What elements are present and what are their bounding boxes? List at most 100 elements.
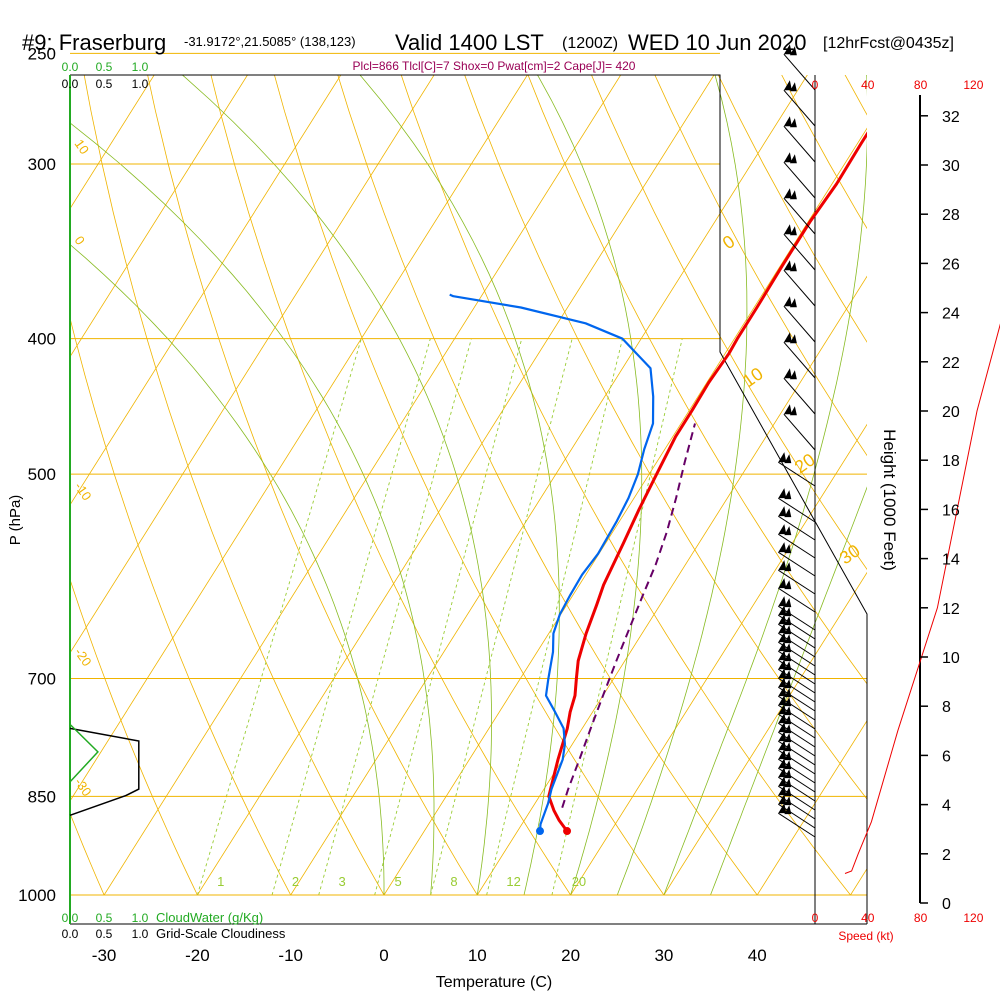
cloudwater-tick-top: 1.0 <box>132 60 149 74</box>
pressure-tick-label: 1000 <box>18 886 56 905</box>
wind-barb <box>783 233 816 271</box>
wind-barb-flag <box>778 596 792 608</box>
series-line-parcel <box>561 423 696 809</box>
speed-tick-bottom: 80 <box>914 911 928 925</box>
moist-adiabat-line <box>536 75 643 896</box>
wind-barb-flag <box>778 722 792 734</box>
isotherm-label: -20 <box>72 645 95 669</box>
temperature-tick-label: -20 <box>185 946 210 965</box>
dry-adiabat-line <box>464 75 867 800</box>
cloudiness-profile <box>69 727 140 817</box>
pressure-axis-label: P (hPa) <box>7 495 24 546</box>
wind-barb-flag <box>778 668 792 680</box>
height-tick-label: 4 <box>942 798 951 815</box>
speed-axis-label: Speed (kt) <box>838 929 893 943</box>
speed-tick-bottom: 120 <box>963 911 983 925</box>
height-tick-label: 12 <box>942 601 960 618</box>
wind-barb-flag <box>783 188 797 200</box>
dry-adiabat-line <box>274 75 665 896</box>
speed-tick-bottom: 0 <box>812 911 819 925</box>
wind-barb-flag <box>778 677 792 689</box>
dry-adiabat-line <box>147 75 478 896</box>
wind-barb <box>778 533 816 559</box>
pressure-tick-label: 700 <box>28 669 56 688</box>
dry-adiabat-line <box>210 75 571 896</box>
wind-barb <box>783 341 816 379</box>
wind-barb-flag <box>783 260 797 272</box>
wind-barb-flag <box>778 524 792 536</box>
wind-barb <box>783 197 816 235</box>
moist-adiabat-line <box>710 486 867 896</box>
cloudiness-tick-top: 0.0 <box>62 77 79 91</box>
wind-barb-flag <box>778 650 792 662</box>
pressure-tick-label: 300 <box>28 155 56 174</box>
temperature-tick-label: 20 <box>561 946 580 965</box>
forecast-info: [12hrFcst@0435z] <box>823 35 954 52</box>
surface-temperature-point <box>563 827 572 836</box>
speed-tick-bottom: 40 <box>861 911 875 925</box>
wind-barb <box>778 551 816 577</box>
dry-adiabat-line <box>959 53 1000 895</box>
wind-barb-flag <box>778 704 792 716</box>
wind-barb-flag <box>778 659 792 671</box>
height-tick-label: 14 <box>942 552 960 569</box>
wind-barb-flag <box>783 80 797 92</box>
wind-barb-flag <box>778 767 792 779</box>
isotherm-line <box>70 75 155 210</box>
wind-barb <box>783 53 816 91</box>
isotherm-line <box>756 719 867 896</box>
wind-barb-flag <box>778 641 792 653</box>
wind-barb-flag <box>778 452 792 464</box>
dry-adiabat-line <box>70 316 292 896</box>
speed-tick-top: 40 <box>861 78 875 92</box>
wind-barb-flag <box>778 614 792 626</box>
wind-barb <box>783 305 816 343</box>
height-tick-label: 32 <box>942 109 960 126</box>
moist-adiabat-line <box>181 75 493 896</box>
mixing-ratio-line <box>318 338 472 896</box>
wind-barb-flag <box>778 686 792 698</box>
wind-barb <box>783 377 816 415</box>
mixing-ratio-label: 20 <box>572 874 586 889</box>
isotherm-line <box>663 571 867 896</box>
wind-barb-flag <box>778 776 792 788</box>
mixing-ratio-line <box>430 338 573 896</box>
height-tick-label: 26 <box>942 256 960 273</box>
cloudwater-label: CloudWater (g/Kg) <box>156 910 263 925</box>
valid-time: Valid 1400 LST <box>395 30 544 55</box>
dry-adiabat-line <box>337 75 758 896</box>
wind-barb <box>783 161 816 199</box>
moist-adiabat-line <box>663 75 867 896</box>
dry-adiabat-line <box>527 75 867 685</box>
wind-barb <box>783 269 816 307</box>
wind-speed-profile <box>844 323 1000 874</box>
cloudwater-profile <box>69 723 99 783</box>
wind-barb-flag <box>783 296 797 308</box>
isotherm-label: -30 <box>72 775 95 799</box>
wind-barb-flag <box>778 749 792 761</box>
pressure-tick-label: 500 <box>28 465 56 484</box>
wind-barb-flag <box>783 332 797 344</box>
cloudwater-tick-bottom: 0.5 <box>96 911 113 925</box>
temperature-tick-label: -10 <box>278 946 303 965</box>
isotherm-label-right: 30 <box>836 540 864 568</box>
cloudiness-tick-bottom: 0.5 <box>96 927 113 941</box>
cloudwater-tick-top: 0.0 <box>62 60 79 74</box>
mixing-ratio-label: 5 <box>394 874 401 889</box>
isotherm-line <box>850 868 867 896</box>
series-line-dewpoint <box>449 293 655 832</box>
plot-frame-right <box>70 74 868 924</box>
wind-barb <box>778 569 816 595</box>
cloudwater-tick-bottom: 1.0 <box>132 911 149 925</box>
dry-adiabat-line <box>83 75 385 896</box>
temperature-tick-label: -30 <box>92 946 117 965</box>
speed-tick-top: 0 <box>812 78 819 92</box>
height-tick-label: 6 <box>942 748 951 765</box>
wind-barb-flag <box>778 560 792 572</box>
wind-barb <box>778 461 816 487</box>
wind-barb-flag <box>778 623 792 635</box>
isotherm-label-right: 0 <box>719 231 739 253</box>
wind-barb <box>783 413 816 451</box>
isotherm-label: 0 <box>72 233 88 248</box>
